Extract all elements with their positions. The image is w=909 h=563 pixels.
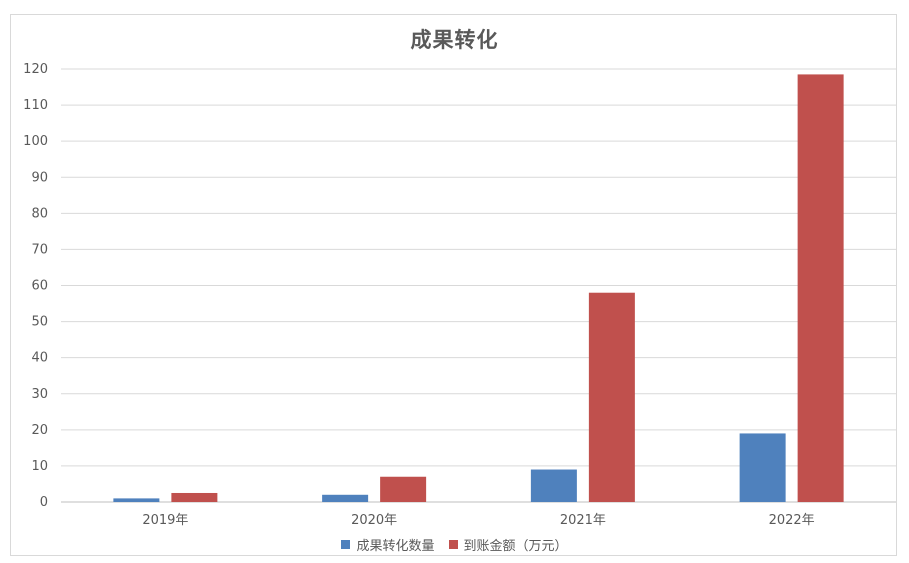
- bars: [113, 74, 844, 502]
- y-tick-label: 20: [31, 423, 48, 438]
- bar: [171, 492, 218, 502]
- chart-title: 成果转化: [410, 28, 499, 52]
- y-tick-label: 60: [31, 279, 48, 294]
- bar: [739, 433, 786, 502]
- bar: [797, 74, 844, 502]
- y-tick-label: 70: [31, 242, 48, 257]
- bar: [322, 494, 369, 502]
- y-tick-label: 10: [31, 459, 48, 474]
- legend-item-amount: 到账金额（万元）: [448, 535, 568, 554]
- x-tick-label: 2022年: [769, 513, 815, 528]
- bar: [113, 498, 160, 502]
- gridlines: [61, 68, 896, 467]
- x-tick-label: 2021年: [560, 513, 606, 528]
- y-tick-label: 50: [31, 315, 48, 330]
- legend-swatch-amount: [448, 540, 458, 549]
- y-tick-label: 0: [40, 495, 48, 510]
- y-tick-label: 100: [23, 134, 48, 149]
- legend-swatch-count: [341, 540, 351, 549]
- legend-label-count: 成果转化数量: [356, 539, 435, 554]
- legend-item-count: 成果转化数量: [341, 535, 435, 554]
- x-tick-label: 2020年: [351, 513, 397, 528]
- y-tick-label: 30: [31, 387, 48, 402]
- y-tick-label: 120: [23, 62, 48, 77]
- x-tick-label: 2019年: [142, 513, 188, 528]
- legend: 成果转化数量 到账金额（万元）: [0, 535, 909, 554]
- y-tick-label: 90: [31, 170, 48, 185]
- y-tick-label: 80: [31, 206, 48, 221]
- bar: [380, 476, 427, 502]
- bar: [588, 292, 635, 502]
- bar: [530, 469, 577, 502]
- axis-labels: 0 10 20 30 40 50 60 70 80 90 100 110 120 2019年 2020年 20…: [23, 62, 815, 528]
- y-tick-label: 40: [31, 351, 48, 366]
- legend-label-amount: 到账金额（万元）: [463, 539, 568, 554]
- y-tick-label: 110: [23, 98, 48, 113]
